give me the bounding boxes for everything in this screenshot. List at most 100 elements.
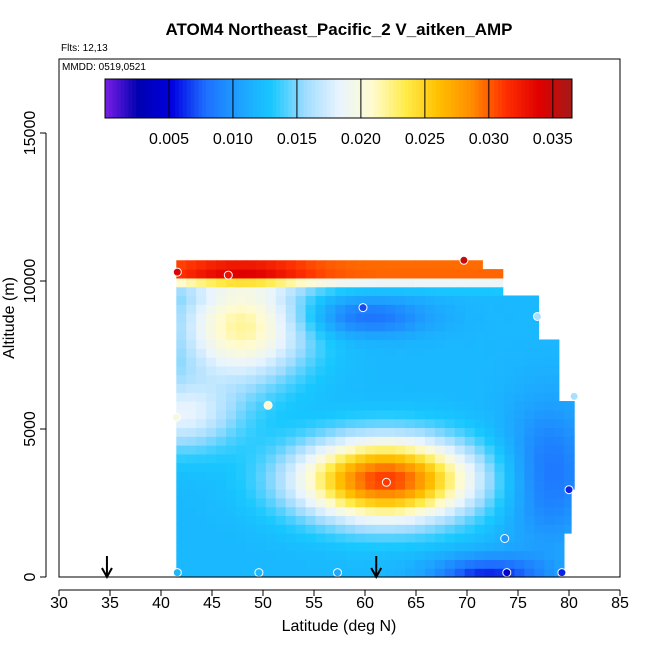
heatmap-cell <box>385 559 396 569</box>
heatmap-cell <box>345 330 356 341</box>
heatmap-cell <box>345 277 356 288</box>
heatmap-cell <box>514 313 525 323</box>
heatmap-cell <box>226 313 237 323</box>
heatmap-cell <box>285 462 297 473</box>
heatmap-cell <box>414 357 426 367</box>
heatmap-cell <box>504 533 516 543</box>
heatmap-cell <box>285 392 297 402</box>
heatmap-cell <box>395 304 406 314</box>
heatmap-cell <box>196 330 207 341</box>
heatmap-cell <box>514 497 525 508</box>
colorbar-tick-label: 0.005 <box>149 131 189 148</box>
heatmap-cell <box>564 418 575 429</box>
flights-label: Flts: 12,13 <box>61 43 108 54</box>
heatmap-cell <box>315 550 327 561</box>
heatmap-cell <box>176 489 187 499</box>
heatmap-cell <box>235 445 247 455</box>
sample-point <box>333 568 342 578</box>
heatmap-cell <box>176 550 187 561</box>
heatmap-cell <box>176 295 187 305</box>
heatmap-cell <box>504 357 516 367</box>
heatmap-cell <box>464 295 476 305</box>
heatmap-cell <box>424 559 436 569</box>
heatmap-cell <box>206 559 217 569</box>
heatmap-cell <box>534 374 545 385</box>
heatmap-cell <box>474 330 486 341</box>
heatmap-cell <box>335 445 346 455</box>
heatmap-cell <box>315 304 327 314</box>
heatmap-cell <box>335 339 346 349</box>
heatmap-cell <box>405 524 416 534</box>
heatmap-cell <box>176 541 187 552</box>
heatmap-cell <box>315 313 327 323</box>
heatmap-cell <box>544 515 555 525</box>
heatmap-cell <box>534 568 545 578</box>
heatmap-cell <box>345 559 356 569</box>
heatmap-cell <box>434 436 446 446</box>
flight-arrow-head <box>370 567 383 580</box>
heatmap-cell <box>524 427 535 437</box>
heatmap-cell <box>186 568 197 578</box>
sample-point <box>223 270 233 280</box>
heatmap-cell <box>444 401 456 411</box>
heatmap-cell <box>405 436 416 446</box>
heatmap-cell <box>275 515 287 525</box>
heatmap-cell <box>504 524 516 534</box>
heatmap-cell <box>176 348 187 358</box>
heatmap-cell <box>504 383 516 393</box>
heatmap-cell <box>245 286 257 297</box>
heatmap-cell <box>454 489 466 499</box>
heatmap-cell <box>235 348 247 358</box>
colorbar-segment <box>392 79 398 118</box>
colorbar-segment <box>299 79 304 118</box>
heatmap-cell <box>405 321 416 332</box>
heatmap-cell <box>444 541 456 552</box>
heatmap-cell <box>275 497 287 508</box>
heatmap-cell <box>474 348 486 358</box>
heatmap-cell <box>345 568 356 578</box>
heatmap-cell <box>534 462 545 473</box>
heatmap-cell <box>315 339 327 349</box>
heatmap-cell <box>474 277 486 288</box>
heatmap-cell <box>216 330 227 341</box>
heatmap-cell <box>265 489 277 499</box>
heatmap-cell <box>295 286 307 297</box>
heatmap-cell <box>405 260 416 270</box>
colorbar-segment <box>377 79 382 118</box>
heatmap-cell <box>405 277 416 288</box>
heatmap-cell <box>444 357 456 367</box>
heatmap-cell <box>245 515 257 525</box>
heatmap-cell <box>385 401 396 411</box>
heatmap-cell <box>226 445 237 455</box>
heatmap-cell <box>196 418 207 429</box>
heatmap-cell <box>524 348 535 358</box>
heatmap-cell <box>315 436 327 446</box>
x-tick-label: 45 <box>203 595 221 612</box>
heatmap-cell <box>265 330 277 341</box>
sample-point <box>254 568 264 578</box>
heatmap-cell <box>245 489 257 499</box>
heatmap-cell <box>524 541 535 552</box>
colorbar-segment <box>416 79 421 118</box>
heatmap-cell <box>514 506 525 517</box>
heatmap-cell <box>186 357 197 367</box>
heatmap-cell <box>524 515 535 525</box>
heatmap-cell <box>395 418 406 429</box>
heatmap-cell <box>534 541 545 552</box>
heatmap-cell <box>235 418 247 429</box>
heatmap-cell <box>186 339 197 349</box>
heatmap-cell <box>355 427 366 437</box>
heatmap-cell <box>375 304 386 314</box>
x-tick-label: 75 <box>509 595 527 612</box>
heatmap-cell <box>464 418 476 429</box>
heatmap-cell <box>315 374 327 385</box>
heatmap-cell <box>235 559 247 569</box>
heatmap-cell <box>315 348 327 358</box>
colorbar-tick-label: 0.035 <box>533 131 573 148</box>
heatmap-cell <box>544 533 555 543</box>
heatmap-cell <box>474 357 486 367</box>
heatmap-cell <box>275 409 287 420</box>
heatmap-cell <box>265 313 277 323</box>
heatmap-cell <box>245 401 257 411</box>
heatmap-cell <box>484 330 496 341</box>
